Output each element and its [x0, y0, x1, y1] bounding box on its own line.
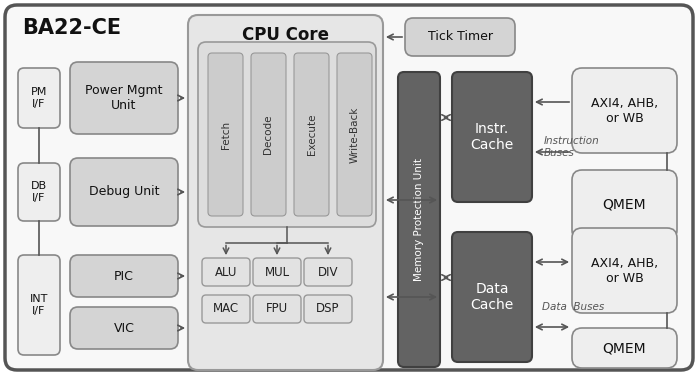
FancyBboxPatch shape — [452, 72, 532, 202]
Text: MUL: MUL — [265, 266, 290, 279]
Text: Data  Buses: Data Buses — [542, 302, 604, 312]
Text: AXI4, AHB,
or WB: AXI4, AHB, or WB — [591, 256, 658, 285]
FancyBboxPatch shape — [18, 163, 60, 221]
Text: AXI4, AHB,
or WB: AXI4, AHB, or WB — [591, 97, 658, 125]
Text: CPU Core: CPU Core — [242, 26, 329, 44]
Text: PIC: PIC — [114, 269, 134, 282]
FancyBboxPatch shape — [253, 295, 301, 323]
Text: Decode: Decode — [263, 115, 274, 154]
Text: Instr.
Cache: Instr. Cache — [470, 122, 514, 152]
FancyBboxPatch shape — [452, 232, 532, 362]
FancyBboxPatch shape — [70, 62, 178, 134]
Text: DB
I/F: DB I/F — [31, 181, 47, 203]
Text: Fetch: Fetch — [220, 120, 230, 149]
FancyBboxPatch shape — [337, 53, 372, 216]
Text: Write-Back: Write-Back — [349, 106, 360, 163]
Text: QMEM: QMEM — [603, 198, 646, 212]
FancyBboxPatch shape — [572, 328, 677, 368]
Text: INT
I/F: INT I/F — [30, 294, 48, 316]
Text: VIC: VIC — [113, 321, 134, 334]
Text: FPU: FPU — [266, 302, 288, 315]
Text: Execute: Execute — [307, 114, 316, 155]
FancyBboxPatch shape — [572, 68, 677, 153]
FancyBboxPatch shape — [405, 18, 515, 56]
Text: QMEM: QMEM — [603, 341, 646, 355]
Text: Memory Protection Unit: Memory Protection Unit — [414, 158, 424, 281]
Text: DSP: DSP — [316, 302, 340, 315]
FancyBboxPatch shape — [208, 53, 243, 216]
FancyBboxPatch shape — [18, 255, 60, 355]
Text: MAC: MAC — [213, 302, 239, 315]
FancyBboxPatch shape — [70, 255, 178, 297]
FancyBboxPatch shape — [304, 295, 352, 323]
FancyBboxPatch shape — [202, 258, 250, 286]
FancyBboxPatch shape — [253, 258, 301, 286]
Text: Tick Timer: Tick Timer — [428, 30, 493, 43]
FancyBboxPatch shape — [294, 53, 329, 216]
FancyBboxPatch shape — [304, 258, 352, 286]
FancyBboxPatch shape — [251, 53, 286, 216]
Text: BA22-CE: BA22-CE — [22, 18, 121, 38]
FancyBboxPatch shape — [188, 15, 383, 370]
Text: Data
Cache: Data Cache — [470, 282, 514, 312]
FancyBboxPatch shape — [398, 72, 440, 367]
FancyBboxPatch shape — [572, 170, 677, 240]
FancyBboxPatch shape — [70, 307, 178, 349]
Text: ALU: ALU — [215, 266, 237, 279]
FancyBboxPatch shape — [5, 5, 693, 370]
FancyBboxPatch shape — [198, 42, 376, 227]
Text: PM
I/F: PM I/F — [31, 87, 47, 109]
FancyBboxPatch shape — [202, 295, 250, 323]
Text: Power Mgmt
Unit: Power Mgmt Unit — [85, 84, 162, 112]
Text: DIV: DIV — [318, 266, 338, 279]
Text: Instruction
Buses: Instruction Buses — [544, 136, 600, 158]
FancyBboxPatch shape — [572, 228, 677, 313]
Text: Debug Unit: Debug Unit — [89, 185, 160, 198]
FancyBboxPatch shape — [18, 68, 60, 128]
FancyBboxPatch shape — [70, 158, 178, 226]
